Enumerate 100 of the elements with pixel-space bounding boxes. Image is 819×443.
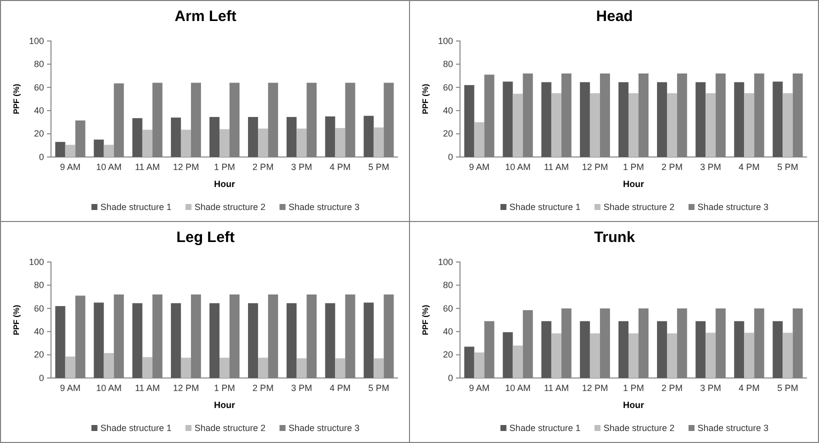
x-tick-label: 4 PM <box>330 162 351 172</box>
x-tick-label: 12 PM <box>172 382 199 393</box>
bar <box>580 321 590 378</box>
x-tick-label: 10 AM <box>96 382 122 393</box>
x-axis-title: Hour <box>623 400 644 410</box>
bar <box>772 82 783 157</box>
x-axis-title: Hour <box>623 179 644 189</box>
bar <box>286 116 297 157</box>
bar <box>782 93 793 157</box>
bar <box>104 353 114 378</box>
bar <box>667 333 678 378</box>
bar <box>772 321 783 378</box>
legend-label: Shade structure 1 <box>509 202 580 212</box>
bar <box>744 332 754 378</box>
y-tick-label: 100 <box>438 36 453 46</box>
bar <box>55 306 66 378</box>
x-tick-label: 3 PM <box>700 382 722 393</box>
y-axis-title: PPF (%) <box>421 304 430 336</box>
x-tick-label: 4 PM <box>738 382 760 393</box>
y-tick-label: 80 <box>34 59 44 70</box>
chart-title: Arm Left <box>174 8 236 25</box>
bar <box>248 303 258 378</box>
y-tick-label: 60 <box>442 82 453 92</box>
x-tick-label: 10 AM <box>505 162 531 172</box>
legend-label: Shade structure 3 <box>698 202 769 212</box>
bar <box>696 82 706 157</box>
x-tick-label: 5 PM <box>777 162 798 172</box>
bar <box>94 302 104 378</box>
bar <box>464 85 474 157</box>
bar <box>104 144 114 157</box>
y-tick-label: 80 <box>442 59 453 70</box>
bar <box>502 82 513 157</box>
x-tick-label: 1 PM <box>214 382 236 393</box>
y-tick-label: 20 <box>34 350 44 360</box>
x-axis-title: Hour <box>214 400 236 410</box>
bar <box>170 303 181 378</box>
bar <box>590 93 600 157</box>
y-tick-label: 80 <box>34 280 44 290</box>
bar <box>142 357 152 378</box>
bar <box>628 93 639 157</box>
x-tick-label: 12 PM <box>582 162 608 172</box>
bar <box>364 116 374 157</box>
bar <box>94 140 104 157</box>
bar <box>219 358 230 378</box>
legend-label: Shade structure 3 <box>288 423 360 433</box>
bar <box>142 130 152 157</box>
x-tick-label: 2 PM <box>252 382 274 393</box>
y-tick-label: 0 <box>448 372 453 383</box>
bar <box>65 144 76 157</box>
bar <box>657 321 668 378</box>
chart-title: Trunk <box>594 229 636 246</box>
y-axis-title: PPF (%) <box>12 304 21 336</box>
bar <box>590 333 600 378</box>
legend-label: Shade structure 3 <box>698 423 769 433</box>
y-tick-label: 20 <box>442 350 453 360</box>
y-tick-label: 100 <box>438 256 453 267</box>
x-tick-label: 1 PM <box>622 382 644 393</box>
bar <box>512 94 523 157</box>
x-tick-label: 1 PM <box>622 162 644 172</box>
bar <box>551 333 562 378</box>
bar <box>706 93 716 157</box>
bar <box>696 321 706 378</box>
y-tick-label: 60 <box>34 82 44 92</box>
x-axis-title: Hour <box>214 179 236 189</box>
bar <box>734 321 744 378</box>
bar <box>551 93 562 157</box>
bar <box>325 303 336 378</box>
y-tick-label: 40 <box>442 326 453 336</box>
y-tick-label: 60 <box>442 303 453 314</box>
bar <box>744 93 754 157</box>
bar <box>170 118 181 157</box>
legend-label: Shade structure 2 <box>603 423 675 433</box>
y-tick-label: 40 <box>34 326 44 336</box>
x-tick-label: 5 PM <box>777 382 798 393</box>
y-tick-label: 20 <box>34 128 44 139</box>
bar <box>464 346 474 378</box>
x-tick-label: 2 PM <box>662 382 683 393</box>
x-tick-label: 2 PM <box>662 162 683 172</box>
chart-title: Head <box>596 8 633 25</box>
x-tick-label: 2 PM <box>252 162 274 172</box>
bar <box>132 303 142 378</box>
bar <box>335 358 346 378</box>
x-tick-label: 10 AM <box>505 382 531 393</box>
bar <box>209 303 220 378</box>
bar <box>474 352 484 378</box>
bar <box>657 82 668 157</box>
x-tick-label: 4 PM <box>330 382 351 393</box>
bar <box>180 358 191 378</box>
bar <box>248 116 258 157</box>
bar <box>618 321 628 378</box>
legend-label: Shade structure 2 <box>603 202 675 212</box>
bar <box>706 332 716 378</box>
x-tick-label: 12 PM <box>582 382 608 393</box>
bar <box>286 303 297 378</box>
x-tick-label: 1 PM <box>214 162 236 172</box>
x-tick-label: 9 AM <box>60 162 81 172</box>
y-axis-title: PPF (%) <box>12 84 21 114</box>
bar <box>541 82 552 157</box>
legend-label: Shade structure 1 <box>100 202 172 212</box>
bar <box>374 127 384 157</box>
